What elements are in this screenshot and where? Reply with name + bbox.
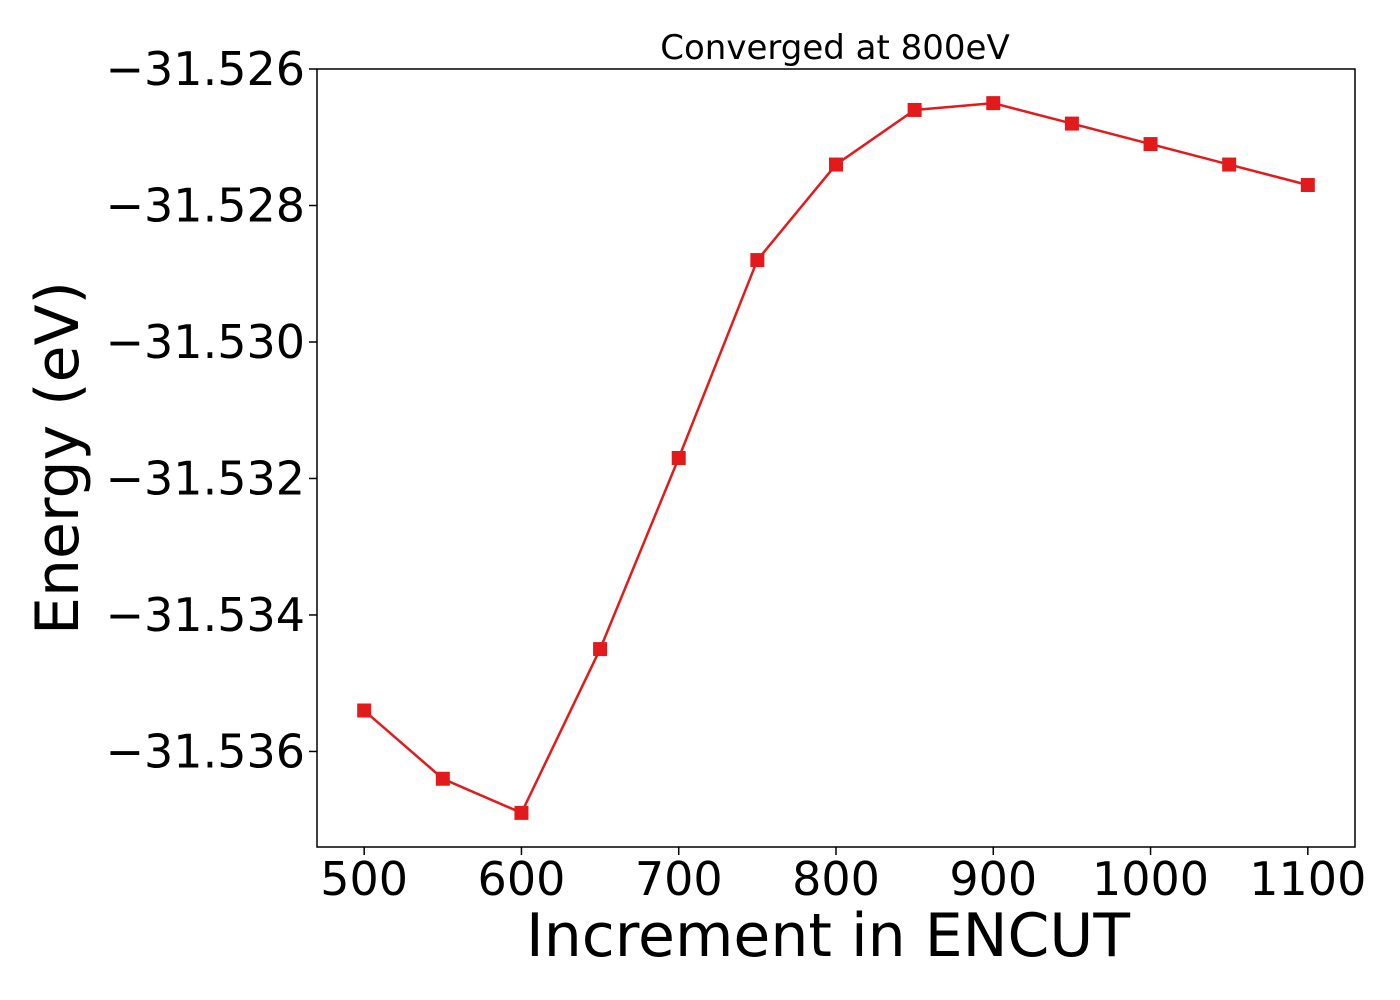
x-tick-label: 500 xyxy=(320,852,408,906)
data-point xyxy=(1300,178,1315,193)
y-tick-label: −31.534 xyxy=(106,588,306,642)
x-tick-label: 600 xyxy=(478,852,566,906)
plot-frame xyxy=(316,68,1356,848)
data-point xyxy=(514,805,529,820)
data-point xyxy=(986,96,1001,111)
x-tick-label: 1100 xyxy=(1249,852,1366,906)
chart-title: Converged at 800eV xyxy=(660,28,1009,68)
data-point xyxy=(435,771,450,786)
x-axis-label: Increment in ENCUT xyxy=(526,901,1130,971)
x-tick-label: 900 xyxy=(949,852,1037,906)
data-point xyxy=(1064,116,1079,131)
data-point xyxy=(671,451,686,465)
data-point xyxy=(907,102,922,117)
data-point xyxy=(829,157,843,172)
data-point xyxy=(1222,157,1237,172)
x-tick-label: 700 xyxy=(635,852,723,906)
plot-area: 500 600 700 800 900 1000 1100 −31.526 −31.528 −31… xyxy=(106,42,1367,906)
data-point xyxy=(750,253,765,268)
y-tick-label: −31.528 xyxy=(106,178,306,232)
x-tick-label: 800 xyxy=(792,852,880,906)
x-tick-label: 1000 xyxy=(1092,852,1209,906)
y-tick-label: −31.532 xyxy=(106,451,306,505)
data-point xyxy=(357,703,372,718)
data-point xyxy=(1143,137,1158,152)
y-tick-label: −31.536 xyxy=(106,724,306,778)
y-tick-label: −31.530 xyxy=(106,315,306,369)
y-axis-label: Energy (eV) xyxy=(23,281,93,635)
data-point xyxy=(593,642,608,657)
y-tick-label: −31.526 xyxy=(106,42,306,96)
